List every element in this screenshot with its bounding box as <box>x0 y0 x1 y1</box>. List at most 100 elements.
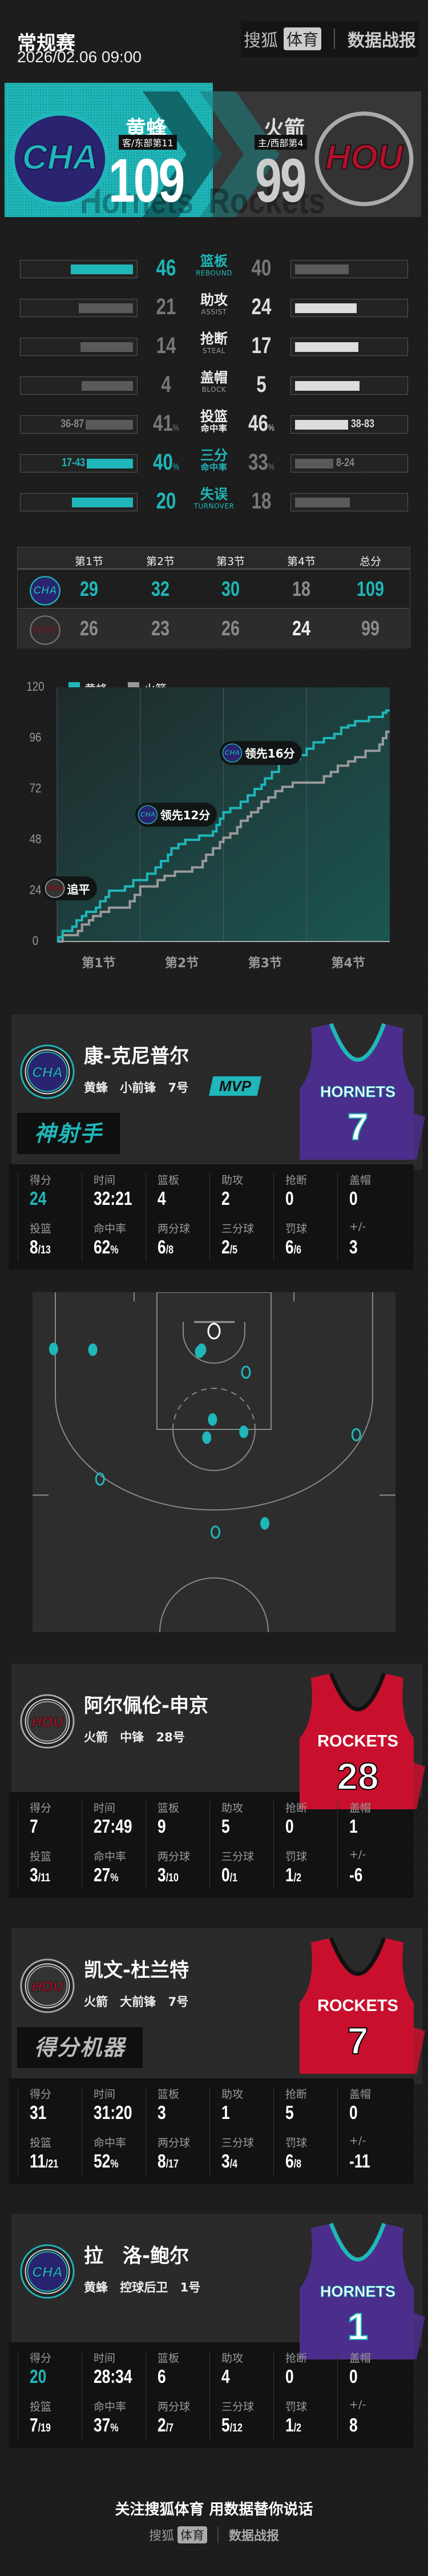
home-stat-bar-track <box>290 493 408 511</box>
player-info: 黄蜂 控球后卫 1号 <box>84 2281 201 2294</box>
percent-sign: % <box>110 1872 119 1884</box>
percent-sign: % <box>268 423 274 433</box>
stat-value: 27:49 <box>94 1816 132 1837</box>
team-logo-cha: CHA <box>29 575 61 609</box>
shot-made-marker <box>195 1345 204 1359</box>
x-tick-label: 第3节 <box>248 956 282 971</box>
away-stat-bar-track <box>20 260 138 278</box>
stat-value: 2/7 <box>158 2414 174 2435</box>
stat-row-assist: 21 24 助攻 ASSIST <box>0 293 428 322</box>
footer-brand-sports: 体育 <box>177 2526 207 2543</box>
home-stat-bar-fill <box>295 420 349 430</box>
brand-sohu: 搜狐 <box>243 31 278 51</box>
home-stat-value: 40 <box>251 255 272 281</box>
stat-row-命中率: 36-87 38-83 41% 46% 投篮 命中率 <box>0 410 428 438</box>
stat-row-block: 4 5 盖帽 BLOCK <box>0 371 428 399</box>
player-name: 凯文-杜兰特 <box>84 1959 189 1982</box>
stat-value: 62% <box>94 1236 119 1257</box>
table-row-hou <box>18 610 410 648</box>
stat-label: 盖帽 <box>349 2352 372 2365</box>
home-stat-bar-fill <box>295 265 349 274</box>
player-jersey-image: HORNETS 1 <box>282 2217 428 2365</box>
home-stat-bar-fill <box>295 381 360 391</box>
table-header-row <box>18 547 410 570</box>
stat-label: 命中率 <box>94 2137 127 2149</box>
player-jersey-image: HORNETS 7 <box>282 1017 428 1165</box>
stat-value: 1 <box>221 2102 230 2123</box>
quarter-score: 109 <box>356 577 385 600</box>
stat-label: 罚球 <box>285 2137 308 2149</box>
quarter-score: 24 <box>292 616 311 640</box>
stat-value: 1/2 <box>285 2414 302 2435</box>
stat-value: 3/4 <box>221 2150 238 2172</box>
percent-sign: % <box>172 462 179 472</box>
stat-value: 20 <box>30 2366 47 2387</box>
team-logo-hou: HOU <box>45 878 65 899</box>
stat-value: 2/5 <box>221 1236 238 1257</box>
x-tick-label: 第2节 <box>164 956 199 971</box>
y-tick-label: 72 <box>29 781 42 795</box>
stat-label: 两分球 <box>158 1223 191 1235</box>
stat-label: 时间 <box>94 2088 116 2101</box>
away-stat-bar-fill <box>85 420 133 430</box>
player-stats-band <box>9 2342 414 2448</box>
stat-label: 三分球 <box>221 1850 255 1863</box>
annotation-callout: HOU 追平 <box>42 876 97 901</box>
stat-label: 篮板 <box>158 1174 180 1187</box>
annotation-text: 追平 <box>67 882 90 896</box>
percent-sign: % <box>172 423 179 433</box>
player-stats-band <box>9 1164 414 1270</box>
player-info: 火箭 大前锋 7号 <box>84 1995 189 2009</box>
stat-value: 11/21 <box>30 2150 59 2172</box>
shot-made-marker <box>260 1517 270 1530</box>
brand-report: 数据战报 <box>348 31 416 51</box>
stat-label: 三分 命中率 <box>185 448 243 472</box>
player-jersey-image: ROCKETS 28 <box>282 1666 428 1814</box>
stat-label: 时间 <box>94 2352 116 2365</box>
stat-value: 1/2 <box>285 1864 302 1885</box>
svg-text:CHA: CHA <box>140 810 155 818</box>
away-stat-value: 4 <box>161 372 171 397</box>
svg-text:7: 7 <box>348 1105 369 1148</box>
away-team-logo: CHA <box>9 107 111 213</box>
column-header: 第1节 <box>74 555 104 568</box>
stat-label: 盖帽 <box>349 1174 372 1187</box>
stat-divider <box>273 1801 274 1889</box>
stat-label: 助攻 <box>221 2352 244 2365</box>
brand-logo: 搜狐 体育 数据战报 <box>241 21 419 57</box>
quarter-score: 18 <box>292 577 311 600</box>
stat-label-en: REBOUND <box>196 269 232 277</box>
stat-divider <box>337 2351 338 2439</box>
away-stat-value: 21 <box>156 294 176 319</box>
shot-made-marker <box>49 1343 58 1356</box>
player-name: 拉 洛-鲍尔 <box>84 2245 189 2267</box>
home-stat-bar-fill <box>295 303 357 313</box>
home-stat-bar-track: 8-24 <box>290 454 408 472</box>
quarter-score: 99 <box>361 616 380 640</box>
stat-denominator: /5 <box>229 1244 238 1256</box>
stat-label-en: 命中率 <box>200 462 228 472</box>
y-tick-label: 0 <box>32 934 39 948</box>
stat-denominator: /10 <box>165 1872 179 1884</box>
away-stat-bar-fill <box>71 265 133 274</box>
svg-text:CHA: CHA <box>32 1065 63 1081</box>
shot-missed-marker <box>351 1428 361 1441</box>
y-tick-label: 48 <box>29 832 42 846</box>
annotation-text: 领先16分 <box>244 747 295 761</box>
stat-value: 27% <box>94 1864 119 1885</box>
stat-label: 得分 <box>30 1174 52 1187</box>
home-watermark: Rockets <box>208 182 326 221</box>
stat-label: 命中率 <box>94 1223 127 1235</box>
away-stat-bar-track <box>20 299 138 317</box>
stat-label: 投篮 <box>30 2401 52 2413</box>
away-stat-value: 14 <box>156 333 176 358</box>
x-tick-label: 第1节 <box>82 956 116 971</box>
stat-label: 三分球 <box>221 2137 255 2149</box>
stat-denominator: /12 <box>229 2422 243 2434</box>
stat-value: 0 <box>349 1188 358 1209</box>
stat-label: +/- <box>349 1220 366 1233</box>
stat-value: 0/1 <box>221 1864 238 1885</box>
stat-label-en: ASSIST <box>201 308 227 316</box>
player-stats-band <box>9 1792 414 1898</box>
svg-text:CHA: CHA <box>33 585 56 597</box>
